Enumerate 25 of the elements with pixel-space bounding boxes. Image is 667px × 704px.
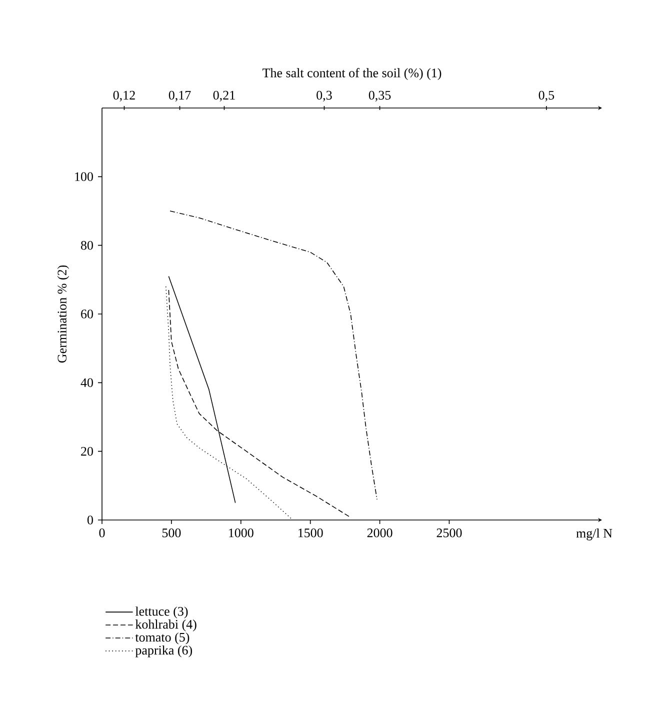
x2-tick-label: 0,17: [168, 90, 191, 102]
y-tick-label: 100: [75, 172, 93, 182]
legend-label: tomato (5): [135, 632, 190, 644]
x2-tick-label: 0,35: [368, 90, 391, 102]
y-tick-label: 80: [80, 240, 93, 250]
x-tick-label: 1000: [229, 528, 254, 538]
y-axis-title: Germination % (2): [57, 265, 70, 363]
legend-label: paprika (6): [135, 645, 192, 658]
x-tick-label: 2500: [436, 528, 462, 538]
y-tick-label: 60: [81, 310, 93, 318]
x2-axis-title: The salt content of the soil (%) (1): [262, 68, 442, 80]
x-tick-label: 500: [162, 528, 181, 538]
x-tick-label: 1500: [298, 528, 323, 538]
x2-tick-label: 0,3: [316, 90, 332, 102]
x2-tick-label: 0,12: [113, 90, 135, 102]
legend-label: lettuce (3): [135, 606, 188, 618]
x-tick-label: 0: [99, 528, 105, 538]
x2-tick-label: 0,21: [213, 90, 235, 102]
legend-label: kohlrabi (4): [135, 620, 196, 632]
x-axis-title: mg/l N: [576, 528, 612, 540]
y-tick-label: 0: [87, 516, 93, 524]
y-tick-label: 40: [80, 378, 93, 388]
y-tick-label: 20: [81, 446, 93, 456]
x2-tick-label: 0,5: [538, 90, 554, 102]
x-tick-label: 2000: [367, 528, 392, 538]
